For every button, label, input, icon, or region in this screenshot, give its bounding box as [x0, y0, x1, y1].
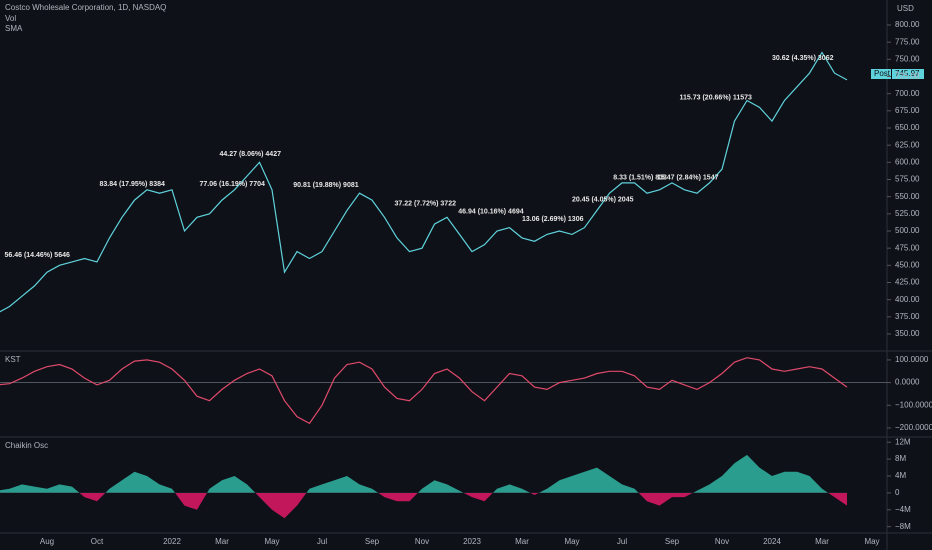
currency: USD	[897, 4, 914, 13]
indicator-label: Vol	[5, 14, 16, 23]
x-tick-label: Aug	[40, 537, 54, 546]
annotation: 56.46 (14.46%) 5646	[5, 252, 70, 259]
panel-title: Chaikin Osc	[5, 441, 48, 450]
x-tick-label: May	[864, 537, 879, 546]
y-tick-label: 375.00	[895, 312, 920, 321]
y-tick-label: 675.00	[895, 106, 920, 115]
y-tick-label: 725.00	[895, 72, 920, 81]
x-tick-label: Nov	[415, 537, 429, 546]
y-tick-label: 0	[895, 488, 900, 497]
annotation: 83.84 (17.95%) 8384	[100, 181, 165, 188]
post-tag: Post	[874, 69, 891, 78]
panel-title: KST	[5, 355, 21, 364]
y-tick-label: 550.00	[895, 192, 920, 201]
annotation: 15.47 (2.84%) 1547	[657, 174, 719, 181]
y-tick-label: −4M	[895, 505, 911, 514]
series-line	[0, 51, 848, 313]
x-tick-label: Jul	[617, 537, 627, 546]
y-tick-label: 800.00	[895, 20, 920, 29]
area-negative	[0, 492, 847, 519]
annotation: 30.62 (4.35%) 3062	[772, 55, 834, 62]
x-tick-label: 2022	[163, 537, 181, 546]
y-tick-label: 700.00	[895, 89, 920, 98]
price-tag-bg	[892, 69, 924, 79]
x-tick-label: 2024	[763, 537, 781, 546]
x-tick-label: Mar	[815, 537, 829, 546]
x-tick-label: May	[264, 537, 279, 546]
y-tick-label: 600.00	[895, 157, 920, 166]
y-tick-label: −100.0000	[895, 400, 932, 409]
y-tick-label: 100.0000	[895, 355, 929, 364]
y-tick-label: −200.0000	[895, 423, 932, 432]
series-line	[0, 357, 848, 425]
annotation: 44.27 (8.06%) 4427	[220, 151, 282, 158]
annotation: 90.81 (19.88%) 9081	[293, 182, 358, 189]
post-tag-bg	[871, 69, 891, 79]
area-positive	[0, 454, 829, 493]
y-tick-label: 625.00	[895, 140, 920, 149]
y-tick-label: −8M	[895, 522, 911, 531]
y-tick-label: 450.00	[895, 260, 920, 269]
x-tick-label: Mar	[515, 537, 529, 546]
y-tick-label: 0.0000	[895, 378, 920, 387]
x-tick-label: Nov	[715, 537, 729, 546]
x-tick-label: Sep	[665, 537, 680, 546]
x-tick-label: Jul	[317, 537, 327, 546]
annotation: 8.33 (1.51%) 833	[613, 174, 667, 181]
y-tick-label: 750.00	[895, 54, 920, 63]
y-tick-label: 500.00	[895, 226, 920, 235]
y-tick-label: 775.00	[895, 37, 920, 46]
annotation: 46.94 (10.16%) 4694	[458, 209, 523, 216]
x-tick-label: 2023	[463, 537, 481, 546]
y-tick-label: 525.00	[895, 209, 920, 218]
y-tick-label: 4M	[895, 471, 906, 480]
y-tick-label: 475.00	[895, 243, 920, 252]
y-tick-label: 650.00	[895, 123, 920, 132]
y-tick-label: 575.00	[895, 175, 920, 184]
y-tick-label: 350.00	[895, 329, 920, 338]
annotation: 37.22 (7.72%) 3722	[395, 200, 457, 207]
annotation: 20.45 (4.05%) 2045	[572, 196, 634, 203]
y-tick-label: 400.00	[895, 295, 920, 304]
y-tick-label: 12M	[895, 437, 911, 446]
x-tick-label: Oct	[91, 537, 104, 546]
y-tick-label: 425.00	[895, 278, 920, 287]
annotation: 115.73 (20.66%) 11573	[680, 95, 753, 102]
x-tick-label: Mar	[215, 537, 229, 546]
indicator-label: SMA	[5, 24, 23, 33]
x-tick-label: Sep	[365, 537, 380, 546]
annotation: 77.06 (16.19%) 7704	[200, 181, 265, 188]
symbol-title: Costco Wholesale Corporation, 1D, NASDAQ	[5, 3, 166, 12]
y-tick-label: 8M	[895, 454, 906, 463]
last-price: 745.97	[895, 69, 920, 78]
x-tick-label: May	[564, 537, 579, 546]
annotation: 13.06 (2.69%) 1306	[522, 216, 584, 223]
